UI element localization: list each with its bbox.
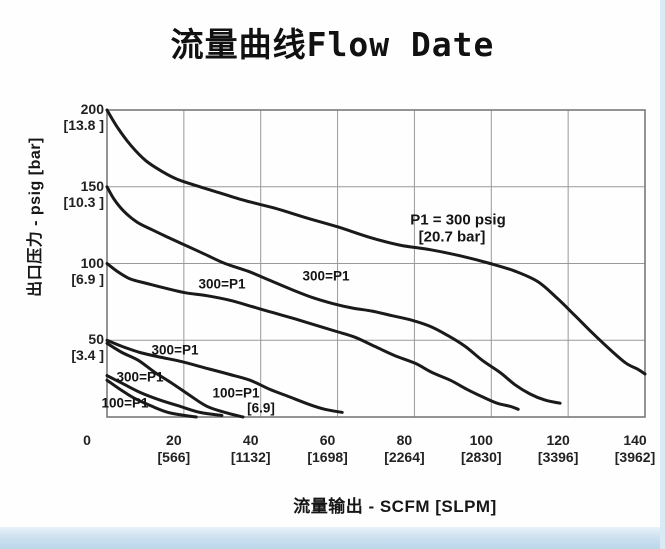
chart-title: 流量曲线Flow Date — [170, 25, 495, 64]
x-tick-slpm-value: [566] — [157, 449, 191, 465]
y-tick-200: 200 [13.8 ] — [44, 101, 104, 133]
page-edge-strip-bottom — [0, 527, 665, 549]
curve-label: P1 = 300 psig — [410, 211, 506, 229]
curve-label: 100=P1 — [101, 395, 149, 411]
flow-curve-6 — [105, 378, 198, 419]
x-tick-value: 0 — [83, 432, 91, 448]
x-tick-value: 140 — [623, 432, 647, 448]
y-tick-bar-value: [13.8 ] — [63, 117, 104, 133]
x-tick-slpm-value: [3396] — [537, 449, 579, 465]
curve-label: [20.7 bar] — [418, 228, 486, 246]
x-tick-value: 120 — [546, 432, 570, 448]
flow-curve-2 — [105, 262, 520, 411]
flow-curve-0 — [105, 108, 647, 376]
y-tick-150: 150 [10.3 ] — [44, 178, 104, 210]
y-tick-value: 200 — [80, 101, 104, 117]
flow-curve-5 — [105, 374, 224, 417]
x-tick-slpm-value: [3962] — [614, 449, 656, 465]
curve-label: 300=P1 — [302, 268, 350, 284]
x-tick-slpm-value: [2830] — [461, 449, 502, 465]
flow-curve-4 — [105, 341, 245, 419]
y-tick-value: 50 — [88, 331, 104, 348]
x-tick-value: 80 — [396, 432, 413, 448]
y-tick-value: 150 — [80, 177, 104, 194]
x-tick-20: 20 [566] — [139, 432, 209, 466]
x-tick-120: 120 [3396] — [523, 432, 593, 466]
x-tick-40: 40 [1132] — [216, 432, 286, 466]
y-tick-100: 100 [6.9 ] — [44, 255, 104, 287]
curve-label: 100=P1 — [212, 385, 260, 401]
x-tick-value: 100 — [469, 432, 493, 448]
x-tick-value: 60 — [319, 432, 336, 448]
y-tick-bar-value: [3.4 ] — [71, 347, 104, 364]
y-tick-bar-value: [10.3 ] — [63, 193, 104, 210]
x-tick-140: 140 [3962] — [600, 432, 665, 466]
curve-label: [6.9] — [247, 400, 275, 416]
x-tick-80: 80 [2264] — [369, 432, 439, 466]
x-tick-slpm-value: [1132] — [230, 449, 271, 465]
x-tick-value: 40 — [242, 432, 259, 448]
flow-curve-1 — [105, 185, 562, 405]
flow-curve-3 — [105, 338, 344, 414]
y-tick-value: 100 — [80, 254, 104, 271]
x-tick-60: 60 [1698] — [293, 432, 363, 466]
curve-label: 300=P1 — [151, 342, 199, 358]
x-tick-100: 100 [2830] — [446, 432, 516, 466]
curve-label: 300=P1 — [198, 276, 246, 292]
x-tick-0: 0 — [52, 432, 122, 449]
curve-label: 300=P1 — [116, 369, 164, 385]
x-tick-slpm-value: [2264] — [384, 449, 425, 465]
y-tick-50: 50 [3.4 ] — [44, 331, 104, 363]
page-edge-strip-right — [660, 0, 665, 549]
y-tick-bar-value: [6.9 ] — [71, 270, 104, 287]
x-tick-slpm-value: [1698] — [307, 449, 348, 465]
x-axis-title: 流量输出 - SCFM [SLPM] — [293, 497, 497, 516]
x-tick-value: 20 — [166, 432, 182, 448]
